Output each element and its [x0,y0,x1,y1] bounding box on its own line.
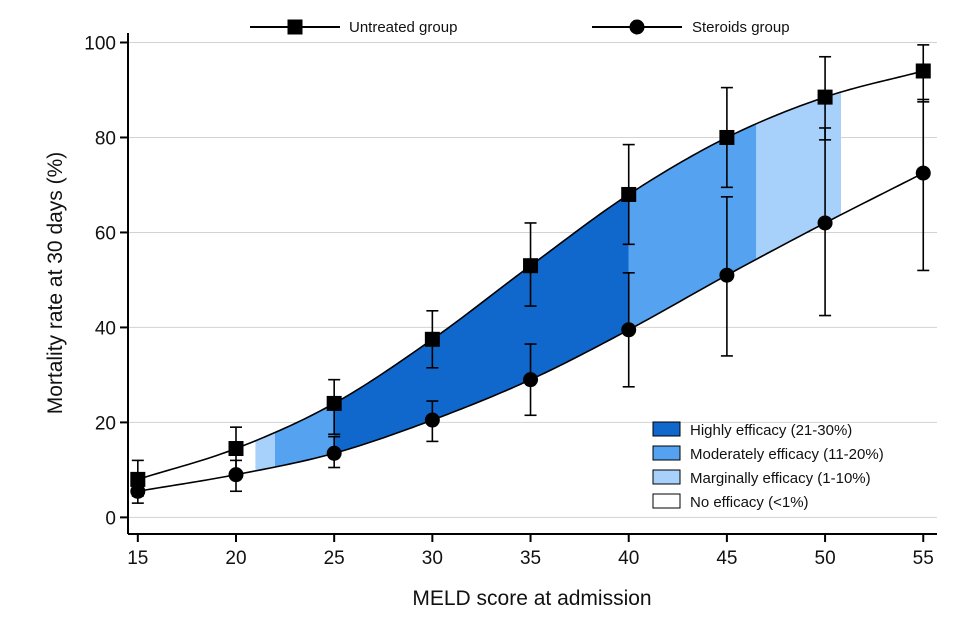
point-circle-50 [817,215,833,231]
x-tick-label-20: 20 [225,548,246,569]
x-tick-label-15: 15 [127,548,148,569]
point-circle-25 [326,445,342,461]
efficacy-swatch-high [652,421,681,437]
efficacy-band-marginal-4 [756,91,842,260]
efficacy-legend-item-marginal: Marginally efficacy (1-10%) [652,469,871,487]
legend-square-marker [287,19,303,35]
y-tick-label-20: 20 [95,413,116,434]
tick-labels: 15 20 25 30 35 40 45 50 55 0 20 40 60 80 100 [84,33,934,569]
y-tick-label-40: 40 [95,318,116,339]
point-circle-20 [228,467,244,483]
efficacy-legend-item-moderate: Moderately efficacy (11-20%) [652,445,884,463]
y-tick-label-0: 0 [105,508,116,529]
legend-item-circle: Steroids group [592,19,790,36]
y-tick-label-80: 80 [95,128,116,149]
series-circle [130,98,931,504]
x-tick-label-40: 40 [618,548,639,569]
legend-label-square: Untreated group [349,19,457,36]
point-square-55 [915,63,931,79]
legend-label-circle: Steroids group [692,19,790,36]
efficacy-swatch-none [652,493,681,509]
x-tick-label-50: 50 [815,548,836,569]
axes [120,33,937,542]
point-circle-15 [130,483,146,499]
efficacy-legend-item-none: No efficacy (<1%) [652,493,809,511]
x-tick-label-30: 30 [422,548,443,569]
point-square-25 [326,395,342,411]
point-circle-55 [915,165,931,181]
efficacy-legend: Highly efficacy (21-30%) Moderately effic… [652,421,884,511]
y-tick-label-60: 60 [95,223,116,244]
point-circle-35 [523,372,539,388]
efficacy-label-none: No efficacy (<1%) [690,494,809,511]
y-tick-label-100: 100 [84,33,116,54]
efficacy-band-moderate-1 [275,402,335,468]
point-square-30 [424,331,440,347]
x-tick-label-55: 55 [913,548,934,569]
legend-item-square: Untreated group [250,19,457,36]
x-tick-label-35: 35 [520,548,541,569]
y-axis-title: Mortality rate at 30 days (%) [44,152,67,415]
point-circle-45 [719,267,735,283]
series-square [130,44,931,497]
point-square-35 [523,258,539,274]
x-tick-label-45: 45 [716,548,737,569]
point-square-50 [817,89,833,105]
point-square-45 [719,129,735,145]
data-series [130,44,931,504]
point-circle-30 [424,412,440,428]
efficacy-band-high-2 [333,193,629,454]
point-circle-40 [621,322,637,338]
series-legend: Untreated group Steroids group [250,19,790,36]
efficacy-bands [255,91,842,472]
efficacy-swatch-moderate [652,445,681,461]
efficacy-swatch-marginal [652,469,681,485]
efficacy-label-high: Highly efficacy (21-30%) [690,422,852,439]
efficacy-band-marginal-0 [255,432,276,472]
x-tick-label-25: 25 [324,548,345,569]
efficacy-legend-item-high: Highly efficacy (21-30%) [652,421,852,439]
efficacy-label-moderate: Moderately efficacy (11-20%) [690,446,884,463]
efficacy-label-marginal: Marginally efficacy (1-10%) [690,470,871,487]
x-axis-title: MELD score at admission [412,587,651,610]
point-square-40 [621,186,637,202]
legend-circle-marker [629,19,645,35]
efficacy-band-moderate-3 [628,123,757,331]
point-square-20 [228,441,244,457]
